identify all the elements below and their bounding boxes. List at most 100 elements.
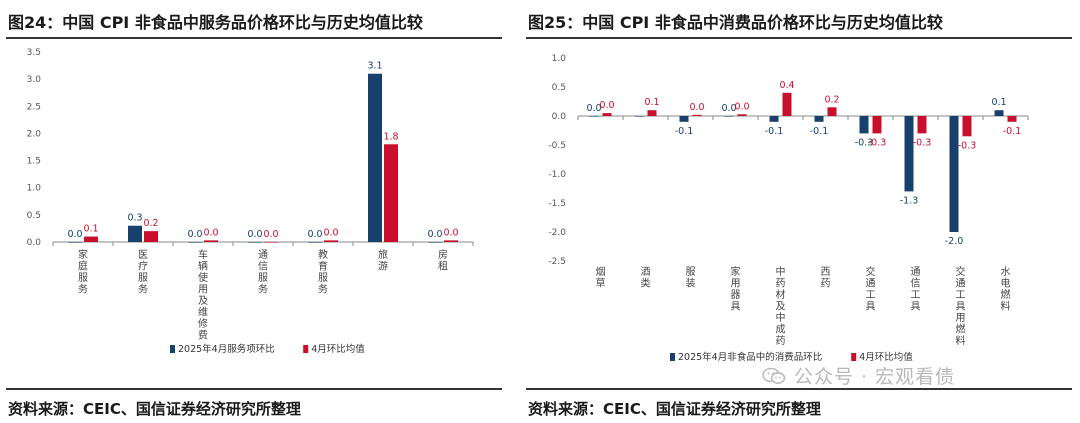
data-label-series-1: 0.0: [586, 103, 601, 114]
data-label-series-1: 0.0: [187, 229, 202, 240]
data-label-series-2: 1.8: [383, 131, 398, 142]
category-label: 交通工具: [866, 265, 876, 313]
category-label: 家用器具: [731, 265, 741, 313]
right-source-rule: [526, 388, 1072, 390]
data-label-series-2: -0.3: [958, 140, 977, 151]
data-label-series-2: 0.1: [83, 224, 98, 235]
data-label-series-2: -0.1: [1003, 126, 1022, 137]
data-label-series-1: 0.1: [991, 97, 1006, 108]
legend-label: 4月环比均值: [859, 351, 913, 363]
bar-series-1: [248, 242, 262, 243]
data-label-series-1: 0.0: [427, 229, 442, 240]
y-tick-label: -1.5: [548, 199, 566, 209]
data-label-series-2: 0.2: [824, 94, 839, 105]
bar-series-1: [679, 116, 689, 122]
category-label: 烟草: [596, 265, 606, 290]
bar-series-1: [904, 116, 914, 192]
bar-series-2: [872, 116, 882, 134]
data-label-series-2: 0.4: [779, 80, 794, 91]
data-label-series-1: 0.3: [127, 213, 142, 224]
data-label-series-1: -0.1: [810, 126, 829, 137]
bar-series-1: [428, 242, 442, 243]
wechat-icon: [762, 367, 786, 385]
y-tick-label: 1.5: [27, 157, 41, 167]
right-figure-panel: 图25：中国 CPI 非食品中消费品价格环比与历史均值比较 1.0 0.5 0.0 -…: [520, 0, 1080, 423]
data-label-series-1: 0.0: [721, 103, 736, 114]
left-source-note: 资料来源：CEIC、国信证券经济研究所整理: [8, 400, 301, 418]
category-label: 旅游: [378, 248, 388, 273]
bar-series-2: [384, 144, 398, 242]
category-label: 教育服务: [318, 248, 328, 296]
category-label: 中药材及中成药: [776, 265, 786, 347]
bar-series-2: [647, 110, 657, 116]
data-label-series-1: 0.0: [67, 229, 82, 240]
bar-series-2: [204, 240, 218, 242]
bar-series-2: [264, 242, 278, 243]
data-label-series-2: 0.2: [143, 218, 158, 229]
legend-swatch: [170, 345, 175, 353]
data-label-series-1: 0.0: [307, 229, 322, 240]
bar-series-1: [814, 116, 824, 122]
bar-series-2: [782, 92, 792, 116]
bar-series-1: [128, 225, 142, 242]
bar-series-1: [68, 242, 82, 243]
y-tick-label: -0.5: [548, 141, 566, 151]
data-label-series-1: -1.3: [900, 195, 919, 206]
data-label-series-1: -0.1: [765, 126, 784, 137]
category-label: 通信服务: [258, 249, 268, 296]
category-label: 水电燃料: [1001, 266, 1011, 313]
y-tick-label: 3.5: [27, 48, 41, 58]
right-title-rule: [526, 37, 1072, 39]
data-label-series-2: 0.0: [323, 227, 338, 238]
category-label: 交通工具用燃料: [956, 265, 966, 347]
bar-series-2: [692, 114, 702, 116]
bar-series-1: [949, 116, 959, 232]
y-tick-label: 0.0: [552, 112, 567, 122]
y-tick-label: -1.0: [548, 170, 566, 180]
legend-label: 4月环比均值: [311, 343, 365, 355]
data-label-series-1: -0.3: [855, 137, 874, 148]
y-tick-label: 2.0: [27, 129, 42, 139]
category-label: 服装: [686, 266, 696, 290]
y-tick-label: 3.0: [27, 75, 42, 85]
left-title-rule: [6, 37, 502, 39]
bar-series-1: [859, 116, 869, 134]
data-label-series-1: 3.1: [367, 61, 382, 72]
data-label-series-1: -2.0: [945, 236, 964, 247]
y-tick-label: 0.0: [27, 238, 42, 248]
category-label: 医疗服务: [138, 249, 148, 296]
data-label-series-2: -0.3: [868, 137, 887, 148]
bar-series-2: [962, 116, 972, 137]
legend-swatch: [670, 353, 675, 361]
category-label: 家庭服务: [78, 248, 88, 296]
bar-series-1: [188, 242, 202, 243]
bar-series-2: [444, 240, 458, 242]
y-tick-label: 1.0: [552, 54, 567, 64]
y-tick-label: 0.5: [27, 211, 41, 221]
data-label-series-2: 0.0: [443, 227, 458, 238]
right-figure-title: 图25：中国 CPI 非食品中消费品价格环比与历史均值比较: [528, 13, 943, 32]
y-tick-label: 0.5: [552, 83, 566, 93]
data-label-series-1: -0.1: [675, 126, 694, 137]
bar-series-2: [737, 114, 747, 116]
left-source-rule: [6, 388, 502, 390]
category-label: 酒类: [641, 266, 651, 290]
bar-series-2: [602, 113, 612, 116]
category-label: 车辆使用及维修费: [198, 248, 208, 342]
bar-series-2: [84, 236, 98, 242]
bar-series-1: [589, 116, 599, 117]
y-tick-label: -2.0: [548, 228, 566, 238]
bar-series-2: [144, 231, 158, 242]
legend-label: 2025年4月非食品中的消费品环比: [678, 351, 822, 363]
bar-series-1: [634, 116, 644, 117]
bar-series-2: [324, 240, 338, 242]
bar-series-1: [308, 242, 322, 243]
legend-swatch: [303, 345, 309, 353]
y-tick-label: 1.0: [27, 184, 42, 194]
watermark-text: 公众号 · 宏观看债: [794, 366, 956, 388]
watermark: 公众号 · 宏观看债: [762, 362, 955, 389]
data-label-series-2: 0.0: [263, 229, 278, 240]
data-label-series-2: 0.0: [734, 101, 749, 112]
bar-series-2: [827, 107, 837, 116]
left-bar-chart: 3.53.02.52.01.51.00.50.00.00.30.0 0.0 0.03…: [27, 48, 474, 355]
